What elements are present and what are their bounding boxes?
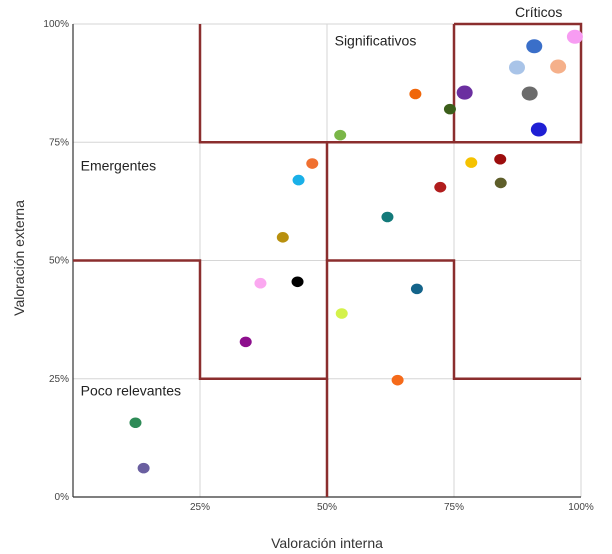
data-point (443, 103, 456, 115)
y-tick-label: 100% (43, 19, 69, 30)
data-point (456, 85, 473, 100)
data-point (508, 60, 525, 75)
x-tick-label: 50% (317, 502, 337, 513)
points-layer (129, 29, 583, 474)
zone-label: Poco relevantes (81, 382, 181, 398)
data-point (526, 39, 543, 54)
x-axis-title: Valoración interna (271, 535, 383, 551)
data-point (335, 308, 348, 319)
x-tick-label: 100% (568, 502, 594, 513)
data-point (291, 276, 304, 288)
y-tick-label: 50% (49, 256, 69, 267)
data-point (409, 88, 422, 100)
data-point (306, 158, 319, 169)
zone-label: Críticos (515, 4, 562, 20)
ticks-layer: 25% 50% 75% 100% 0% 25% 50% 75% 100% (43, 19, 593, 513)
x-tick-label: 75% (444, 502, 464, 513)
x-tick-label: 25% (190, 502, 210, 513)
zone-boundary (454, 22, 583, 144)
data-point (129, 417, 142, 429)
data-point (521, 86, 538, 101)
labels-layer: Críticos Significativos Emergentes Poco rel… (81, 4, 563, 398)
data-point (292, 174, 305, 186)
data-point (566, 29, 583, 44)
y-axis-title: Valoración externa (11, 200, 27, 316)
data-point (391, 374, 404, 386)
data-point (239, 336, 252, 348)
zone-boundary (200, 141, 329, 261)
data-point (276, 232, 289, 243)
zones-layer (73, 22, 583, 497)
data-point (550, 59, 567, 74)
data-point (494, 153, 507, 165)
zone-boundary (73, 259, 581, 381)
data-point (434, 181, 447, 193)
y-tick-label: 75% (49, 137, 69, 148)
data-point (254, 277, 267, 289)
zone-label: Emergentes (81, 158, 156, 174)
data-point (137, 462, 150, 474)
data-point (334, 129, 347, 141)
data-point (494, 177, 507, 189)
y-tick-label: 25% (49, 374, 69, 385)
data-point (410, 283, 423, 295)
zone-label: Significativos (335, 32, 417, 48)
y-tick-label: 0% (55, 492, 70, 503)
data-point (530, 122, 547, 137)
data-point (381, 211, 394, 223)
data-point (465, 157, 478, 168)
